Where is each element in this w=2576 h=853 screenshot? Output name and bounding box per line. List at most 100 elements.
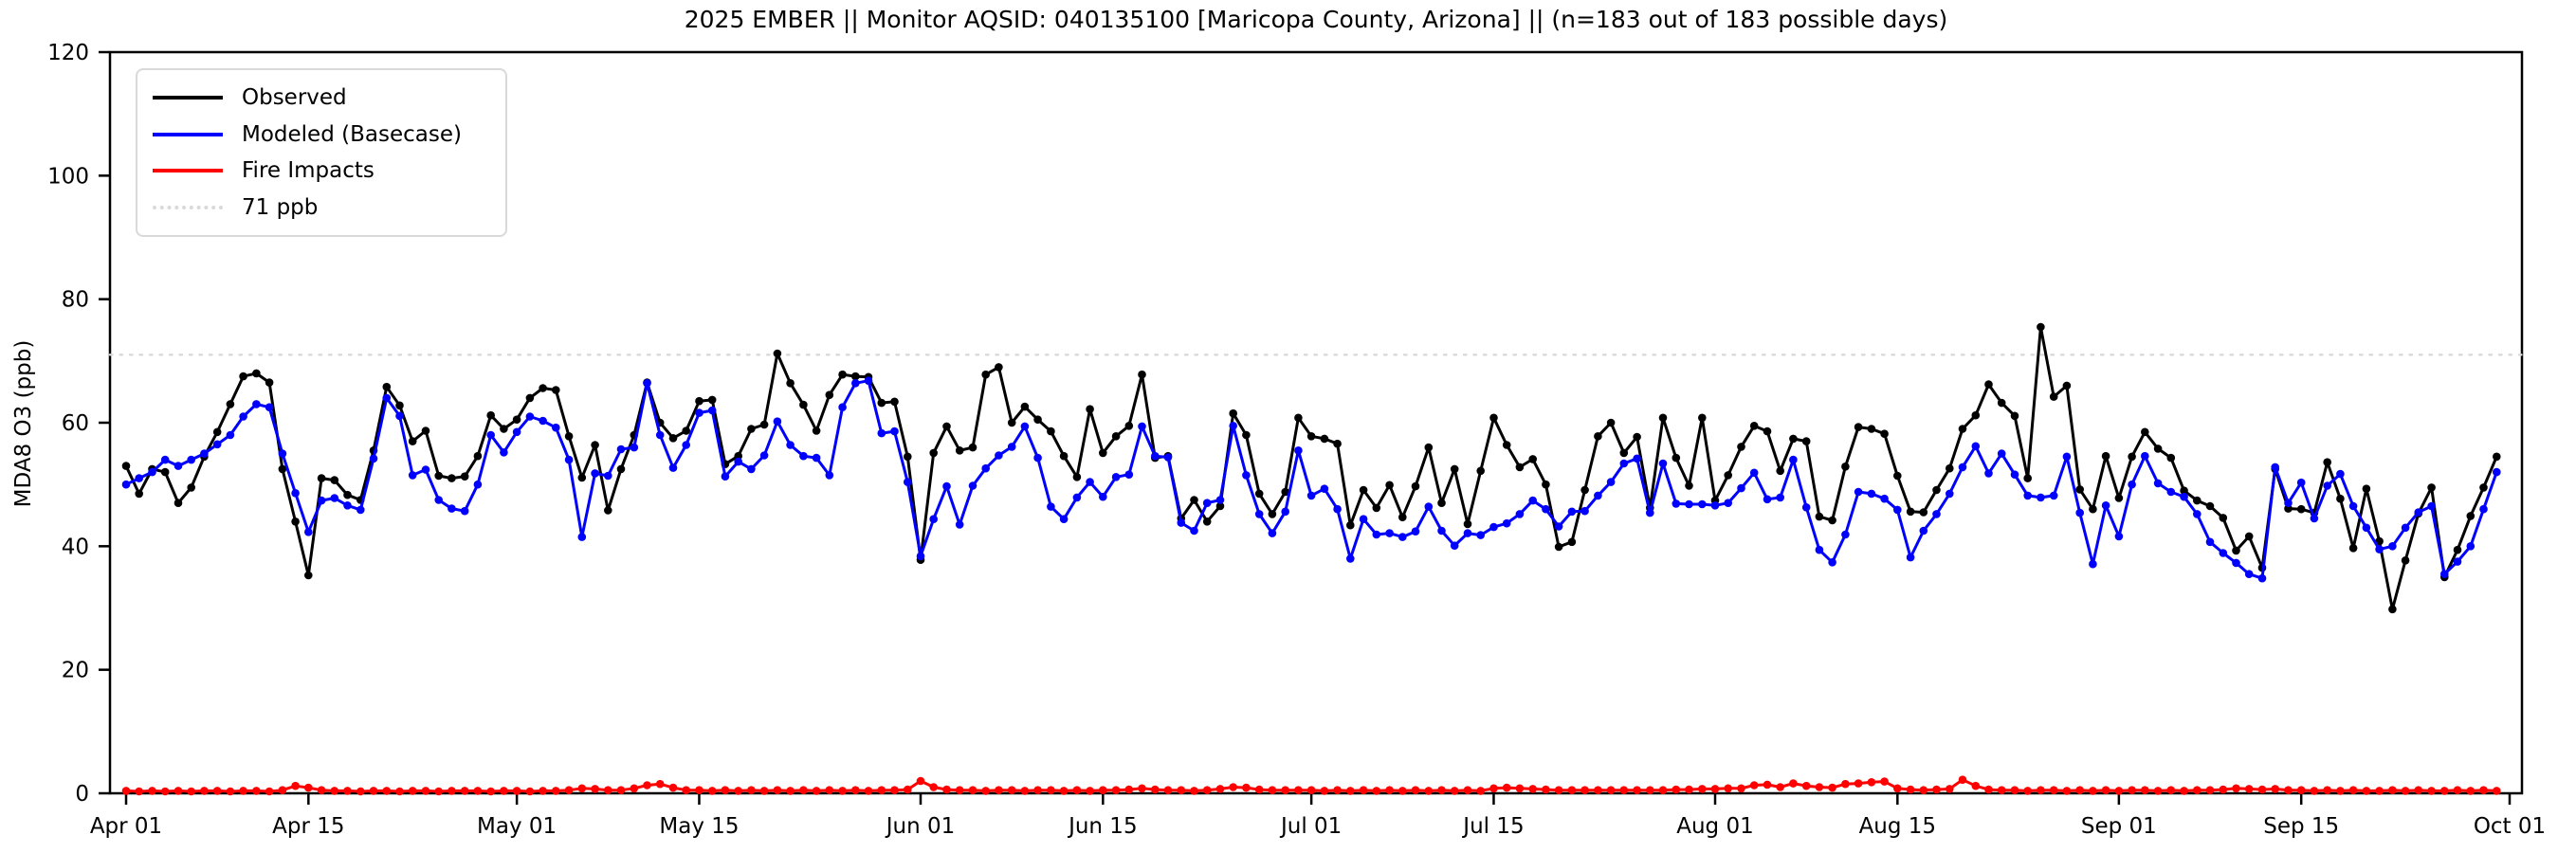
modeled-basecase-series-point xyxy=(877,428,886,438)
observed-series-point xyxy=(1047,426,1055,436)
observed-series-point xyxy=(2205,501,2215,511)
fire-impacts-series-point xyxy=(577,784,587,793)
modeled-basecase-series-point xyxy=(2284,499,2293,507)
fire-impacts-series-point xyxy=(2244,785,2254,793)
modeled-basecase-series-point xyxy=(135,474,143,482)
legend-line-sample xyxy=(153,205,223,209)
fire-impacts-series-point xyxy=(2219,785,2228,794)
y-tick-label: 120 xyxy=(47,41,89,65)
modeled-basecase-series-point xyxy=(2166,487,2176,497)
legend-item-observed: Observed xyxy=(153,80,490,117)
modeled-basecase-series-point xyxy=(1737,483,1745,493)
modeled-basecase-series-point xyxy=(2440,570,2449,578)
modeled-basecase-series-point xyxy=(1658,459,1668,468)
modeled-basecase-series-point xyxy=(1385,529,1394,537)
observed-series-point xyxy=(1346,520,1355,530)
observed-series-point xyxy=(1737,443,1745,451)
y-tick-label: 20 xyxy=(62,659,89,683)
fire-impacts-series-point xyxy=(1698,785,1707,793)
fire-impacts-series-point xyxy=(1893,784,1902,793)
modeled-basecase-series-point xyxy=(212,440,222,449)
modeled-basecase-series-point xyxy=(174,462,183,470)
modeled-basecase-series-point xyxy=(929,515,938,523)
modeled-basecase-series-point xyxy=(539,416,547,426)
modeled-basecase-series-point xyxy=(1633,454,1641,463)
modeled-basecase-series-point xyxy=(1763,495,1772,504)
modeled-basecase-series-point xyxy=(239,412,247,421)
modeled-basecase-series-point xyxy=(1489,522,1498,532)
observed-series-point xyxy=(135,489,143,499)
fire-impacts-series-point xyxy=(356,787,365,796)
fire-impacts-series-point xyxy=(968,786,977,794)
modeled-basecase-series-point xyxy=(1007,443,1016,451)
observed-series-point xyxy=(1190,496,1198,504)
fire-impacts-series-point xyxy=(2166,786,2176,794)
fire-impacts-series-point xyxy=(773,786,782,794)
observed-series-point xyxy=(1658,413,1668,423)
fire-impacts-series-point xyxy=(1177,786,1186,794)
fire-impacts-series-point xyxy=(707,787,717,795)
fire-impacts-series-point xyxy=(2310,787,2319,795)
fire-impacts-series-point xyxy=(1437,786,1446,794)
x-tick-label: May 01 xyxy=(477,814,557,839)
observed-series-point xyxy=(2401,556,2410,565)
modeled-basecase-series-point xyxy=(1437,526,1446,535)
modeled-basecase-series-point xyxy=(2062,452,2072,462)
modeled-basecase-series-point xyxy=(2271,463,2279,472)
observed-series-point xyxy=(434,471,444,481)
modeled-basecase-series-point xyxy=(1346,554,1355,563)
observed-series-point xyxy=(1268,510,1277,518)
fire-impacts-series-point xyxy=(942,785,951,794)
x-tick-label: Sep 01 xyxy=(2081,814,2157,839)
fire-impacts-series-point xyxy=(460,787,469,795)
modeled-basecase-series-point xyxy=(2348,501,2358,511)
observed-series-point xyxy=(2388,605,2397,614)
modeled-basecase-series-point xyxy=(1984,469,1993,478)
modeled-basecase-series-point xyxy=(1124,470,1134,480)
modeled-basecase-series-point xyxy=(2479,504,2488,514)
fire-impacts-series-point xyxy=(1801,781,1811,790)
observed-series-point xyxy=(2141,427,2149,437)
modeled-basecase-series-point xyxy=(200,449,209,458)
observed-series-point xyxy=(1437,499,1446,507)
fire-impacts-series-point xyxy=(421,787,430,795)
observed-series-point xyxy=(1724,471,1732,480)
fire-impacts-series-point xyxy=(1489,784,1498,793)
fire-impacts-series-point xyxy=(2271,785,2279,793)
fire-impacts-series-point xyxy=(1672,785,1681,794)
observed-series-point xyxy=(1086,405,1094,414)
modeled-basecase-series-point xyxy=(1672,499,1681,508)
fire-impacts-series-point xyxy=(2401,787,2410,795)
observed-series-point xyxy=(1007,418,1016,427)
observed-series-point xyxy=(486,410,495,420)
modeled-basecase-series-point xyxy=(1567,507,1577,517)
observed-series-point xyxy=(1997,398,2006,408)
observed-series-point xyxy=(500,425,508,433)
modeled-basecase-series-point xyxy=(1215,496,1225,504)
observed-series-point xyxy=(2296,504,2306,514)
fire-impacts-series-point xyxy=(1254,785,1264,794)
observed-series-point xyxy=(1333,439,1342,448)
modeled-basecase-series-point xyxy=(1815,545,1824,554)
fire-impacts-series-point xyxy=(1215,785,1225,793)
fire-impacts-series-point xyxy=(2205,786,2215,794)
modeled-basecase-series-point xyxy=(916,552,925,561)
observed-series-point xyxy=(682,426,690,435)
fire-impacts-series-point xyxy=(1099,786,1107,794)
observed-series-point xyxy=(1971,410,1981,420)
x-tick-label: Jun 15 xyxy=(1067,814,1138,839)
modeled-basecase-series-point xyxy=(1450,541,1459,550)
y-tick-label: 60 xyxy=(62,411,89,436)
observed-series-point xyxy=(2284,504,2293,513)
modeled-basecase-series-point xyxy=(2180,492,2188,501)
modeled-basecase-series-point xyxy=(1893,505,1902,515)
observed-series-point xyxy=(1919,508,1928,517)
modeled-basecase-series-point xyxy=(265,403,274,412)
modeled-basecase-series-point xyxy=(252,400,261,408)
modeled-basecase-series-point xyxy=(591,469,599,478)
observed-series-point xyxy=(851,372,860,381)
observed-series-point xyxy=(1124,422,1134,430)
modeled-basecase-series-point xyxy=(1138,422,1146,431)
fire-impacts-series-point xyxy=(174,787,183,795)
fire-impacts-series-point xyxy=(721,786,730,794)
